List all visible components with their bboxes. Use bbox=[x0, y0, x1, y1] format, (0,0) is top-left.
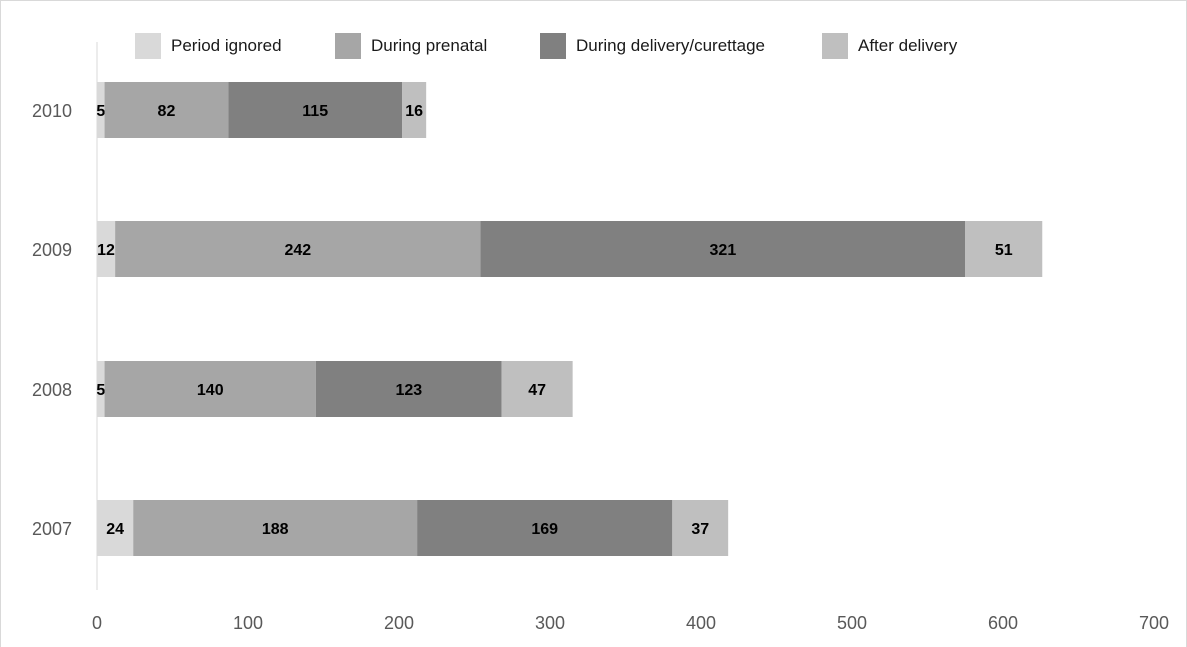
legend-item-period-ignored: Period ignored bbox=[135, 30, 282, 62]
y-tick-label-2010: 2010 bbox=[32, 101, 72, 121]
y-tick-label-2008: 2008 bbox=[32, 380, 72, 400]
bar-2007-series-2 bbox=[417, 500, 673, 556]
legend-item-during-delivery: During delivery/curettage bbox=[540, 30, 765, 62]
x-tick-label-100: 100 bbox=[233, 613, 263, 633]
bar-2007-series-3 bbox=[672, 500, 729, 556]
data-label-2009-series-3: 51 bbox=[995, 242, 1013, 259]
chart-frame-left bbox=[0, 0, 1, 647]
legend-item-during-prenatal: During prenatal bbox=[335, 30, 487, 62]
data-label-2007-series-1: 188 bbox=[262, 521, 289, 538]
bar-2009-series-3 bbox=[965, 221, 1043, 277]
bar-2008-series-3 bbox=[501, 361, 573, 417]
bar-2008-series-1 bbox=[104, 361, 316, 417]
x-tick-label-400: 400 bbox=[686, 613, 716, 633]
bar-2010-series-2 bbox=[228, 82, 403, 138]
bar-2010-series-3 bbox=[402, 82, 427, 138]
data-label-2010-series-1: 82 bbox=[158, 103, 176, 120]
bar-2009-series-1 bbox=[115, 221, 481, 277]
bar-2007-series-1 bbox=[133, 500, 418, 556]
legend-swatch-period-ignored bbox=[135, 33, 161, 59]
legend-label-during-delivery: During delivery/curettage bbox=[576, 36, 765, 55]
x-tick-label-300: 300 bbox=[535, 613, 565, 633]
y-tick-label-2007: 2007 bbox=[32, 519, 72, 539]
bar-2008-series-0 bbox=[97, 361, 105, 417]
x-tick-label-0: 0 bbox=[92, 613, 102, 633]
legend-label-period-ignored: Period ignored bbox=[171, 36, 282, 55]
x-tick-label-200: 200 bbox=[384, 613, 414, 633]
bar-2009-series-0 bbox=[97, 221, 116, 277]
data-label-2010-series-0: 5 bbox=[96, 103, 105, 120]
legend-label-after-delivery: After delivery bbox=[858, 36, 958, 55]
bar-2010-series-0 bbox=[97, 82, 105, 138]
bar-2007-series-0 bbox=[97, 500, 134, 556]
legend-label-during-prenatal: During prenatal bbox=[371, 36, 488, 55]
data-label-2008-series-0: 5 bbox=[96, 382, 105, 399]
x-tick-label-600: 600 bbox=[988, 613, 1018, 633]
data-label-2007-series-2: 169 bbox=[531, 521, 558, 538]
data-label-2010-series-2: 115 bbox=[302, 103, 328, 120]
legend-swatch-during-prenatal bbox=[335, 33, 361, 59]
data-label-2009-series-1: 242 bbox=[284, 242, 311, 259]
bar-2008-series-2 bbox=[315, 361, 502, 417]
data-label-2008-series-2: 123 bbox=[395, 382, 422, 399]
bar-2010-series-1 bbox=[104, 82, 229, 138]
legend-swatch-during-delivery bbox=[540, 33, 566, 59]
data-label-2010-series-3: 16 bbox=[405, 103, 423, 120]
legend-swatch-after-delivery bbox=[822, 33, 848, 59]
legend-item-after-delivery: After delivery bbox=[822, 30, 957, 62]
x-tick-label-700: 700 bbox=[1139, 613, 1169, 633]
x-tick-label-500: 500 bbox=[837, 613, 867, 633]
data-label-2008-series-3: 47 bbox=[528, 382, 546, 399]
data-label-2007-series-3: 37 bbox=[691, 521, 709, 538]
bar-2009-series-2 bbox=[480, 221, 966, 277]
chart-frame-top bbox=[0, 0, 1187, 1]
data-label-2009-series-2: 321 bbox=[710, 242, 737, 259]
data-label-2007-series-0: 24 bbox=[106, 521, 124, 538]
y-tick-label-2009: 2009 bbox=[32, 240, 72, 260]
data-label-2008-series-1: 140 bbox=[197, 382, 224, 399]
data-label-2009-series-0: 12 bbox=[97, 242, 115, 259]
